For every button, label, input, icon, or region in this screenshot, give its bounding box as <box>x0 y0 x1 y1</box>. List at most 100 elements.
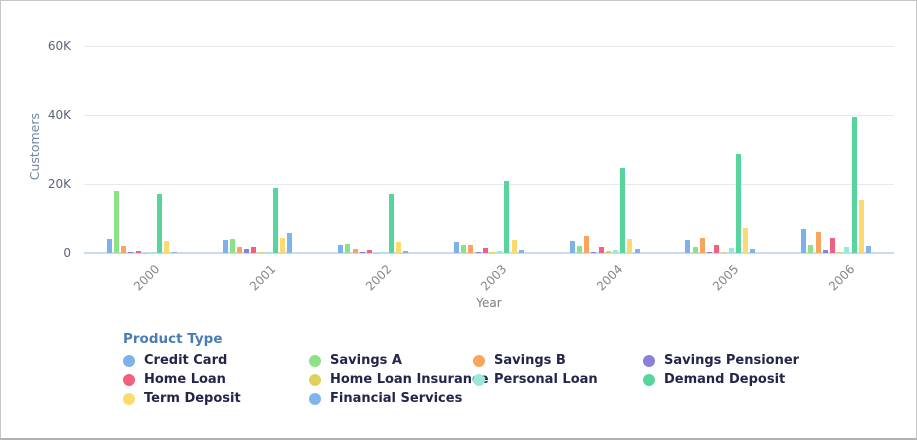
bar-2004-financial-services[interactable] <box>634 249 640 253</box>
legend-item-credit-card[interactable]: Credit Card <box>123 351 309 370</box>
bar-2005-savings-pensioner[interactable] <box>707 251 713 253</box>
bar-2006-home-loan[interactable] <box>829 238 835 253</box>
legend-swatch-icon <box>123 392 135 405</box>
bar-2003-savings-b[interactable] <box>468 244 474 253</box>
bar-2000-home-loan[interactable] <box>135 250 141 253</box>
bar-2002-financial-services[interactable] <box>403 251 409 253</box>
bar-2003-financial-services[interactable] <box>518 250 524 253</box>
bar-2002-term-deposit[interactable] <box>395 241 401 253</box>
bar-2005-savings-a[interactable] <box>692 247 698 253</box>
bar-2003-home-loan[interactable] <box>482 248 488 253</box>
bar-2004-credit-card[interactable] <box>569 241 575 253</box>
bar-2001-credit-card[interactable] <box>222 239 228 253</box>
legend-item-savings-pensioner[interactable]: Savings Pensioner <box>643 351 883 370</box>
bar-2005-demand-deposit[interactable] <box>735 154 741 253</box>
bar-2005-financial-services[interactable] <box>750 248 756 253</box>
bar-2001-demand-deposit[interactable] <box>272 187 278 253</box>
bar-2000-term-deposit[interactable] <box>164 240 170 253</box>
legend-item-label: Credit Card <box>144 353 228 368</box>
bar-2000-financial-services[interactable] <box>171 252 177 253</box>
legend-title: Product Type <box>123 331 223 347</box>
bar-2000-savings-b[interactable] <box>121 246 127 253</box>
bar-2002-savings-a[interactable] <box>345 243 351 253</box>
bar-2003-savings-pensioner[interactable] <box>475 252 481 253</box>
bar-2000-personal-loan[interactable] <box>150 252 156 253</box>
bar-2005-home-loan[interactable] <box>714 245 720 253</box>
bar-2006-demand-deposit[interactable] <box>851 117 857 253</box>
bar-2003-personal-loan[interactable] <box>497 250 503 253</box>
y-tick-label-0: 0 <box>63 246 71 260</box>
bar-2003-demand-deposit[interactable] <box>504 180 510 253</box>
bar-2003-savings-a[interactable] <box>461 245 467 253</box>
bar-2000-credit-card[interactable] <box>106 238 112 253</box>
bar-2004-personal-loan[interactable] <box>612 249 618 253</box>
legend-item-financial-services[interactable]: Financial Services <box>309 389 473 408</box>
bar-2002-savings-b[interactable] <box>352 248 358 253</box>
bar-2001-savings-a[interactable] <box>229 238 235 253</box>
bar-2001-savings-b[interactable] <box>236 247 242 253</box>
gridline-40k <box>84 115 894 116</box>
bar-2002-home-loan[interactable] <box>367 250 373 253</box>
bar-2002-savings-pensioner[interactable] <box>359 252 365 253</box>
y-tick-label-60k: 60K <box>47 39 71 53</box>
legend-item-demand-deposit[interactable]: Demand Deposit <box>643 370 883 389</box>
bar-2000-savings-a[interactable] <box>114 190 120 253</box>
bar-2005-credit-card[interactable] <box>685 240 691 253</box>
bar-2001-home-loan[interactable] <box>251 247 257 253</box>
legend-item-term-deposit[interactable]: Term Deposit <box>123 389 309 408</box>
bar-2006-term-deposit[interactable] <box>858 199 864 253</box>
bar-2006-savings-a[interactable] <box>808 244 814 253</box>
bar-2001-personal-loan[interactable] <box>265 252 271 253</box>
legend-item-label: Demand Deposit <box>664 372 786 387</box>
bar-2003-credit-card[interactable] <box>454 242 459 253</box>
legend-item-personal-loan[interactable]: Personal Loan <box>473 370 643 389</box>
y-tick-label-20k: 20K <box>47 177 71 191</box>
legend-swatch-icon <box>473 373 485 386</box>
bar-2002-demand-deposit[interactable] <box>388 193 394 253</box>
legend-swatch-icon <box>473 354 485 367</box>
x-tick-label-2002: 2002 <box>362 262 395 294</box>
bar-2004-demand-deposit[interactable] <box>620 168 626 253</box>
legend-swatch-icon <box>123 354 135 367</box>
bar-2006-financial-services[interactable] <box>865 245 871 253</box>
bar-2001-financial-services[interactable] <box>287 232 293 253</box>
bar-2005-term-deposit[interactable] <box>743 227 749 253</box>
legend-item-savings-b[interactable]: Savings B <box>473 351 643 370</box>
x-tick-label-2001: 2001 <box>246 262 279 294</box>
legend-swatch-icon <box>309 354 321 367</box>
bar-2000-demand-deposit[interactable] <box>157 194 163 253</box>
bar-2003-term-deposit[interactable] <box>511 240 517 253</box>
bar-2004-home-loan[interactable] <box>598 246 604 253</box>
bar-2001-term-deposit[interactable] <box>280 238 286 253</box>
bar-2006-personal-loan[interactable] <box>844 246 850 253</box>
bar-2006-savings-pensioner[interactable] <box>822 249 828 253</box>
bar-2001-savings-pensioner[interactable] <box>244 248 250 253</box>
bar-2005-savings-b[interactable] <box>699 237 705 253</box>
bar-2002-credit-card[interactable] <box>338 245 344 253</box>
bar-2000-savings-pensioner[interactable] <box>128 252 134 253</box>
legend-item-home-loan[interactable]: Home Loan <box>123 370 309 389</box>
bar-2002-personal-loan[interactable] <box>381 252 387 253</box>
bar-2005-home-loan-insurance[interactable] <box>721 252 727 253</box>
bar-2003-home-loan-insurance[interactable] <box>490 252 495 253</box>
bar-2006-home-loan-insurance[interactable] <box>837 252 843 253</box>
legend-item-home-loan-insurance[interactable]: Home Loan Insurance <box>309 370 489 389</box>
bar-2001-home-loan-insurance[interactable] <box>258 252 264 253</box>
bar-2004-home-loan-insurance[interactable] <box>605 251 611 253</box>
bar-2004-savings-a[interactable] <box>576 246 582 253</box>
legend: Credit Card Savings A Savings B Savings Pen… <box>123 351 883 408</box>
bar-2004-savings-pensioner[interactable] <box>591 252 597 253</box>
bar-2004-savings-b[interactable] <box>584 236 590 253</box>
bar-2004-term-deposit[interactable] <box>627 238 633 253</box>
x-tick-label-2005: 2005 <box>709 262 742 294</box>
bar-2006-savings-b[interactable] <box>815 231 821 253</box>
bar-2005-personal-loan[interactable] <box>728 247 734 253</box>
y-tick-label-40k: 40K <box>47 108 71 122</box>
bar-2006-credit-card[interactable] <box>801 228 807 253</box>
x-tick-label-2004: 2004 <box>594 262 626 294</box>
legend-item-label: Financial Services <box>330 391 463 406</box>
legend-swatch-icon <box>309 392 321 405</box>
x-tick-label-2000: 2000 <box>131 262 163 294</box>
legend-item-savings-a[interactable]: Savings A <box>309 351 473 370</box>
